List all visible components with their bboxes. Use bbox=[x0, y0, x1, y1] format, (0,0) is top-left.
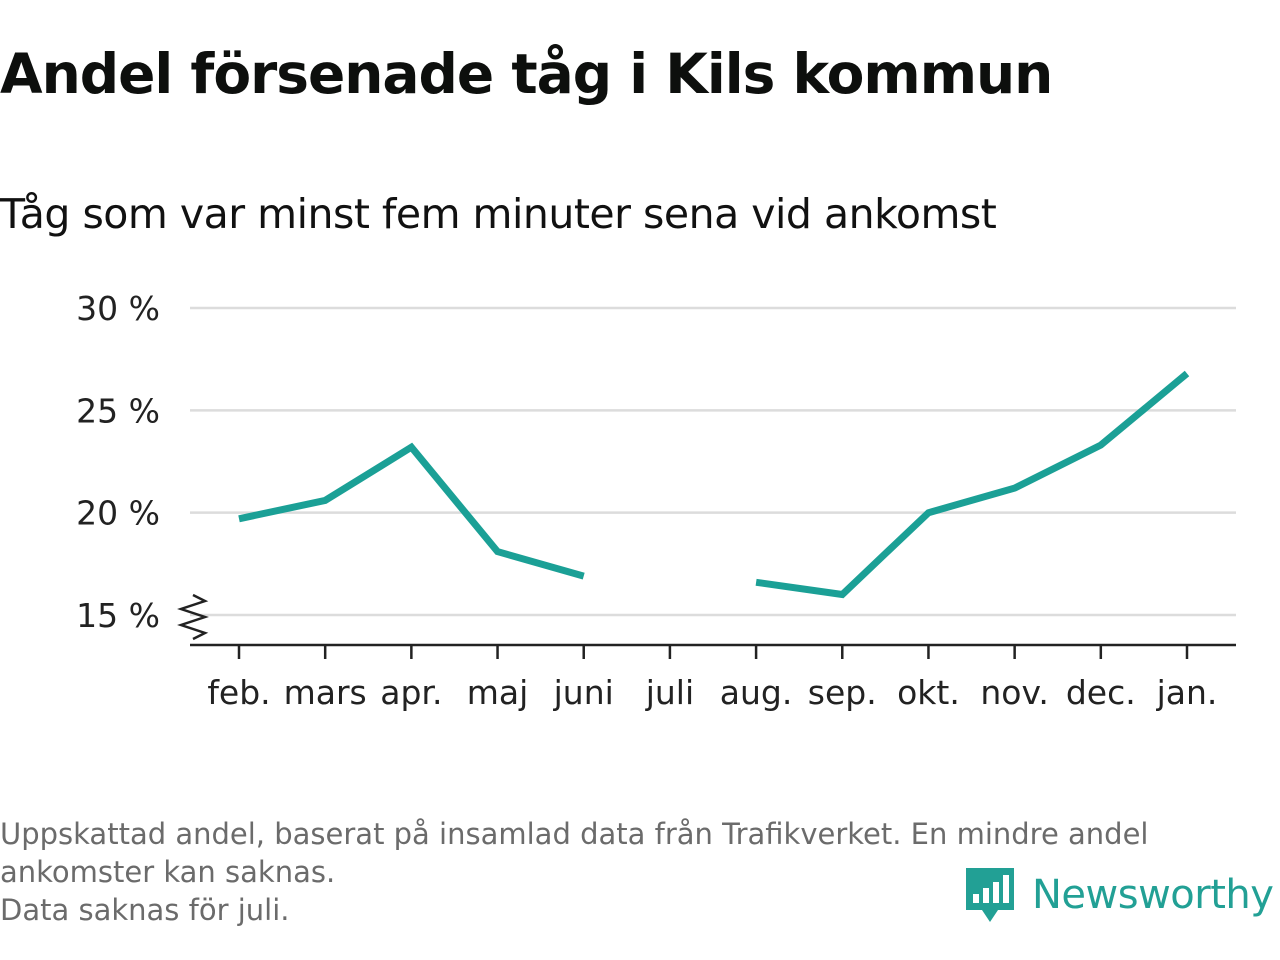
x-tick-label: nov. bbox=[980, 673, 1049, 712]
y-axis-tick-labels: 15 % 20 % 25 % 30 % bbox=[76, 289, 160, 635]
y-tick-label: 20 % bbox=[76, 494, 160, 533]
x-tick-label: aug. bbox=[720, 673, 793, 712]
series-line-segment bbox=[238, 442, 585, 580]
chart-title: Andel försenade tåg i Kils kommun bbox=[0, 42, 1053, 106]
footer-note-line: Uppskattad andel, baserat på insamlad da… bbox=[0, 817, 1149, 851]
footer-note-line: ankomster kan saknas. bbox=[0, 855, 336, 889]
y-axis-break-mark bbox=[177, 593, 209, 641]
x-tick-label: okt. bbox=[897, 673, 960, 712]
x-tick-label: feb. bbox=[207, 673, 270, 712]
x-tick-label: jan. bbox=[1156, 673, 1218, 712]
x-tick-label: maj bbox=[467, 673, 529, 712]
x-tick-label: juli bbox=[645, 673, 694, 712]
y-tick-label: 15 % bbox=[76, 596, 160, 635]
grid-lines bbox=[190, 306, 1236, 617]
x-tick-label: apr. bbox=[380, 673, 442, 712]
newsworthy-logo: Newsworthy bbox=[964, 866, 1274, 924]
chart-subtitle: Tåg som var minst fem minuter sena vid a… bbox=[0, 190, 997, 238]
footer-note-line: Data saknas för juli. bbox=[0, 893, 290, 927]
x-tick-label: dec. bbox=[1066, 673, 1136, 712]
x-tick-label: mars bbox=[284, 673, 367, 712]
series-line-segment bbox=[755, 370, 1190, 599]
bar-chart-speech-bubble-icon bbox=[966, 868, 1014, 922]
y-tick-label: 30 % bbox=[76, 289, 160, 328]
x-axis bbox=[177, 593, 1236, 659]
logo-text: Newsworthy bbox=[1032, 872, 1274, 918]
x-tick-label: sep. bbox=[808, 673, 877, 712]
y-tick-label: 25 % bbox=[76, 391, 160, 430]
x-tick-label: juni bbox=[553, 673, 614, 712]
footer-notes: Uppskattad andel, baserat på insamlad da… bbox=[0, 815, 1270, 929]
x-axis-tick-labels: feb. mars apr. maj juni juli aug. sep. okt. nov. d… bbox=[207, 673, 1217, 712]
series-lines bbox=[238, 370, 1190, 599]
